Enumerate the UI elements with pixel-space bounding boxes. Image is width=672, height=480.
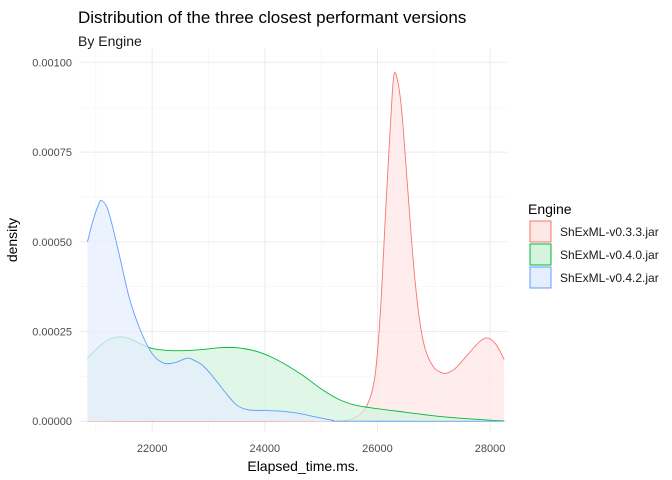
legend-label-2: ShExML-v0.4.0.jar [560,248,659,262]
y-tick-label: 0.00100 [32,57,72,69]
density-area-3 [87,200,505,422]
legend: Engine ShExML-v0.3.3.jar ShExML-v0.4.0.ja… [528,201,659,289]
y-tick-label: 0.00050 [32,237,72,249]
y-axis-ticks: 0.00000 0.00025 0.00050 0.00075 0.00100 [32,57,72,428]
density-line-3 [87,199,505,422]
chart-subtitle: By Engine [78,33,142,49]
legend-key-3 [529,266,552,289]
x-tick-label: 26000 [362,443,393,455]
density-areas [87,72,505,422]
x-axis-title: Elapsed_time.ms. [247,458,358,474]
legend-items: ShExML-v0.3.3.jar ShExML-v0.4.0.jar ShExML… [529,220,659,289]
chart-title: Distribution of the three closest perfor… [78,8,466,27]
y-tick-label: 0.00075 [32,147,72,159]
y-tick-label: 0.00000 [32,416,72,428]
x-tick-label: 24000 [250,443,281,455]
y-axis-title: density [4,218,20,262]
density-area-1 [87,72,505,422]
legend-label-1: ShExML-v0.3.3.jar [560,225,659,239]
x-tick-label: 28000 [475,443,506,455]
legend-key-2 [529,243,552,266]
y-tick-label: 0.00025 [32,327,72,339]
legend-label-3: ShExML-v0.4.2.jar [560,271,659,285]
x-axis-ticks: 22000 24000 26000 28000 [137,443,505,455]
legend-title: Engine [528,201,572,217]
x-tick-label: 22000 [137,443,168,455]
legend-key-1 [529,220,552,243]
